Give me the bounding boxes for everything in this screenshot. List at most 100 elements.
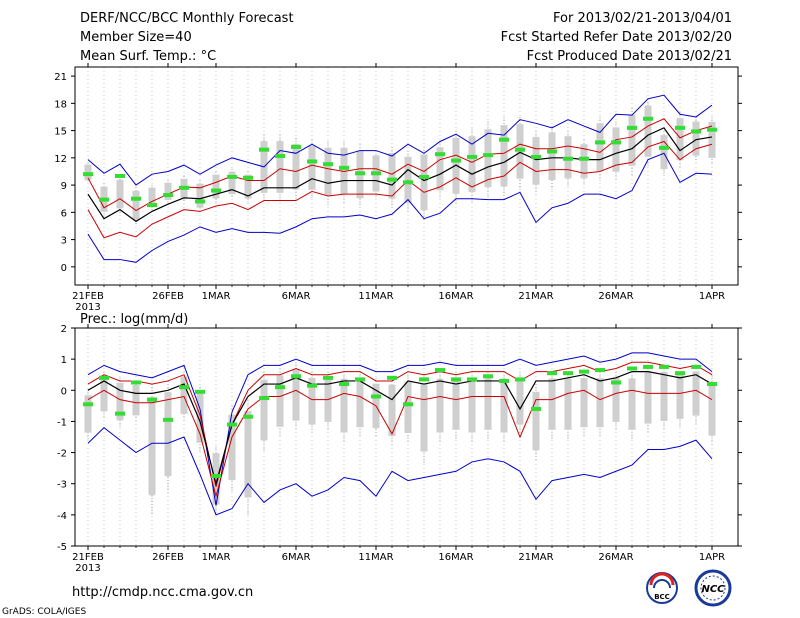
observed-marker <box>675 371 685 376</box>
ensemble-box <box>340 147 348 194</box>
observed-marker <box>195 389 205 394</box>
ensemble-box <box>116 179 124 209</box>
observed-marker <box>419 377 429 382</box>
observed-marker <box>323 375 333 380</box>
y-tick-label: 2 <box>61 324 67 335</box>
observed-marker <box>99 197 109 202</box>
ensemble-box <box>292 143 300 190</box>
observed-marker <box>707 127 717 132</box>
observed-marker <box>259 396 269 401</box>
x-tick-label: 26FEB <box>152 552 184 563</box>
ensemble-box <box>356 378 364 428</box>
observed-marker <box>339 165 349 170</box>
ensemble-box <box>644 372 652 424</box>
observed-marker <box>483 374 493 379</box>
x-tick-label: 1APR <box>699 552 725 563</box>
x-tick-label: 26MAR <box>598 552 633 563</box>
observed-marker <box>307 383 317 388</box>
observed-marker <box>483 153 493 158</box>
ensemble-box <box>500 378 508 433</box>
series-line-max <box>87 94 713 186</box>
x-tick-label: 1MAR <box>202 291 231 302</box>
observed-marker <box>547 149 557 154</box>
observed-marker <box>563 371 573 376</box>
y-tick-label: 18 <box>54 99 67 110</box>
observed-marker <box>627 125 637 130</box>
ensemble-box <box>276 141 284 193</box>
observed-marker <box>179 385 189 390</box>
observed-marker <box>499 378 509 383</box>
observed-marker <box>595 140 605 145</box>
ensemble-box <box>228 171 236 195</box>
observed-marker <box>99 375 109 380</box>
ensemble-box <box>84 395 92 433</box>
observed-marker <box>115 174 125 178</box>
ensemble-box <box>212 174 220 199</box>
ensemble-box <box>180 376 188 414</box>
ensemble-box <box>436 378 444 433</box>
x-tick-label: 6MAR <box>282 291 311 302</box>
observed-marker <box>531 154 541 159</box>
forecast-period-label: For 2013/02/21-2013/04/01 <box>553 11 732 26</box>
ensemble-box <box>164 182 172 200</box>
ensemble-box <box>500 125 508 187</box>
observed-marker <box>451 377 461 382</box>
x-tick-label: 1APR <box>699 291 725 302</box>
variable-label-temp: Mean Surf. Temp.: °C <box>80 49 216 64</box>
series-line-max <box>87 352 713 506</box>
temperature-panel: 0 3 6 9 12 15 18 21 21FEB 26FEB 1MAR 6MAR 11MAR 16MAR… <box>54 63 742 313</box>
ensemble-box <box>404 156 412 204</box>
x-tick-label: 1MAR <box>202 552 231 563</box>
ensemble-box <box>196 183 204 208</box>
ensemble-box <box>484 378 492 430</box>
source-url[interactable]: http://cmdp.ncc.cma.gov.cn <box>72 585 253 600</box>
ensemble-box <box>212 453 220 505</box>
ensemble-box <box>340 378 348 433</box>
ensemble-box <box>388 153 396 199</box>
chart-title: DERF/NCC/BCC Monthly Forecast <box>80 11 294 26</box>
ensemble-box <box>100 376 108 412</box>
y-tick-label: -4 <box>57 511 67 522</box>
observed-marker <box>291 144 301 149</box>
ensemble-box <box>260 379 268 441</box>
observed-marker <box>419 174 429 179</box>
observed-marker <box>707 382 717 387</box>
observed-marker <box>275 385 285 390</box>
ensemble-box <box>564 378 572 430</box>
observed-marker <box>627 366 637 371</box>
ensemble-box <box>324 147 332 196</box>
ensemble-box <box>404 381 412 433</box>
x-tick-label: 21FEB <box>72 552 104 563</box>
observed-marker <box>467 377 477 382</box>
ensemble-box <box>596 378 604 428</box>
y-tick-label: 9 <box>61 181 67 192</box>
observed-marker <box>515 147 525 152</box>
ensemble-box <box>660 371 668 421</box>
y-tick-label: -5 <box>57 542 67 553</box>
observed-marker <box>147 203 157 208</box>
observed-marker <box>643 364 653 369</box>
produced-date-label: Fcst Produced Date 2013/02/21 <box>527 49 732 64</box>
x-tick-label: 16MAR <box>438 552 473 563</box>
observed-marker <box>163 417 173 422</box>
y-tick-label: 3 <box>61 236 67 247</box>
ensemble-box <box>516 377 524 425</box>
observed-marker <box>675 125 685 130</box>
series-line-upper <box>87 118 713 212</box>
observed-marker <box>403 180 413 185</box>
precipitation-panel: -5 -4 -3 -2 -1 0 1 2 21FEB 26FEB 1MAR 6MAR 11MAR 16MA… <box>57 324 742 574</box>
ensemble-box <box>660 135 668 170</box>
observed-marker <box>147 397 157 402</box>
x-tick-label: 11MAR <box>358 552 393 563</box>
plot-frame <box>74 66 739 286</box>
x-year-label: 2013 <box>75 302 100 313</box>
ncc-logo: NCC <box>694 569 732 607</box>
observed-marker <box>339 382 349 387</box>
started-refer-label: Fcst Started Refer Date 2013/02/20 <box>501 30 732 45</box>
ensemble-box <box>676 118 684 161</box>
series-line-lower <box>87 140 713 239</box>
x-tick-label: 21MAR <box>518 291 553 302</box>
observed-marker <box>227 174 237 179</box>
ensemble-box <box>116 382 124 421</box>
